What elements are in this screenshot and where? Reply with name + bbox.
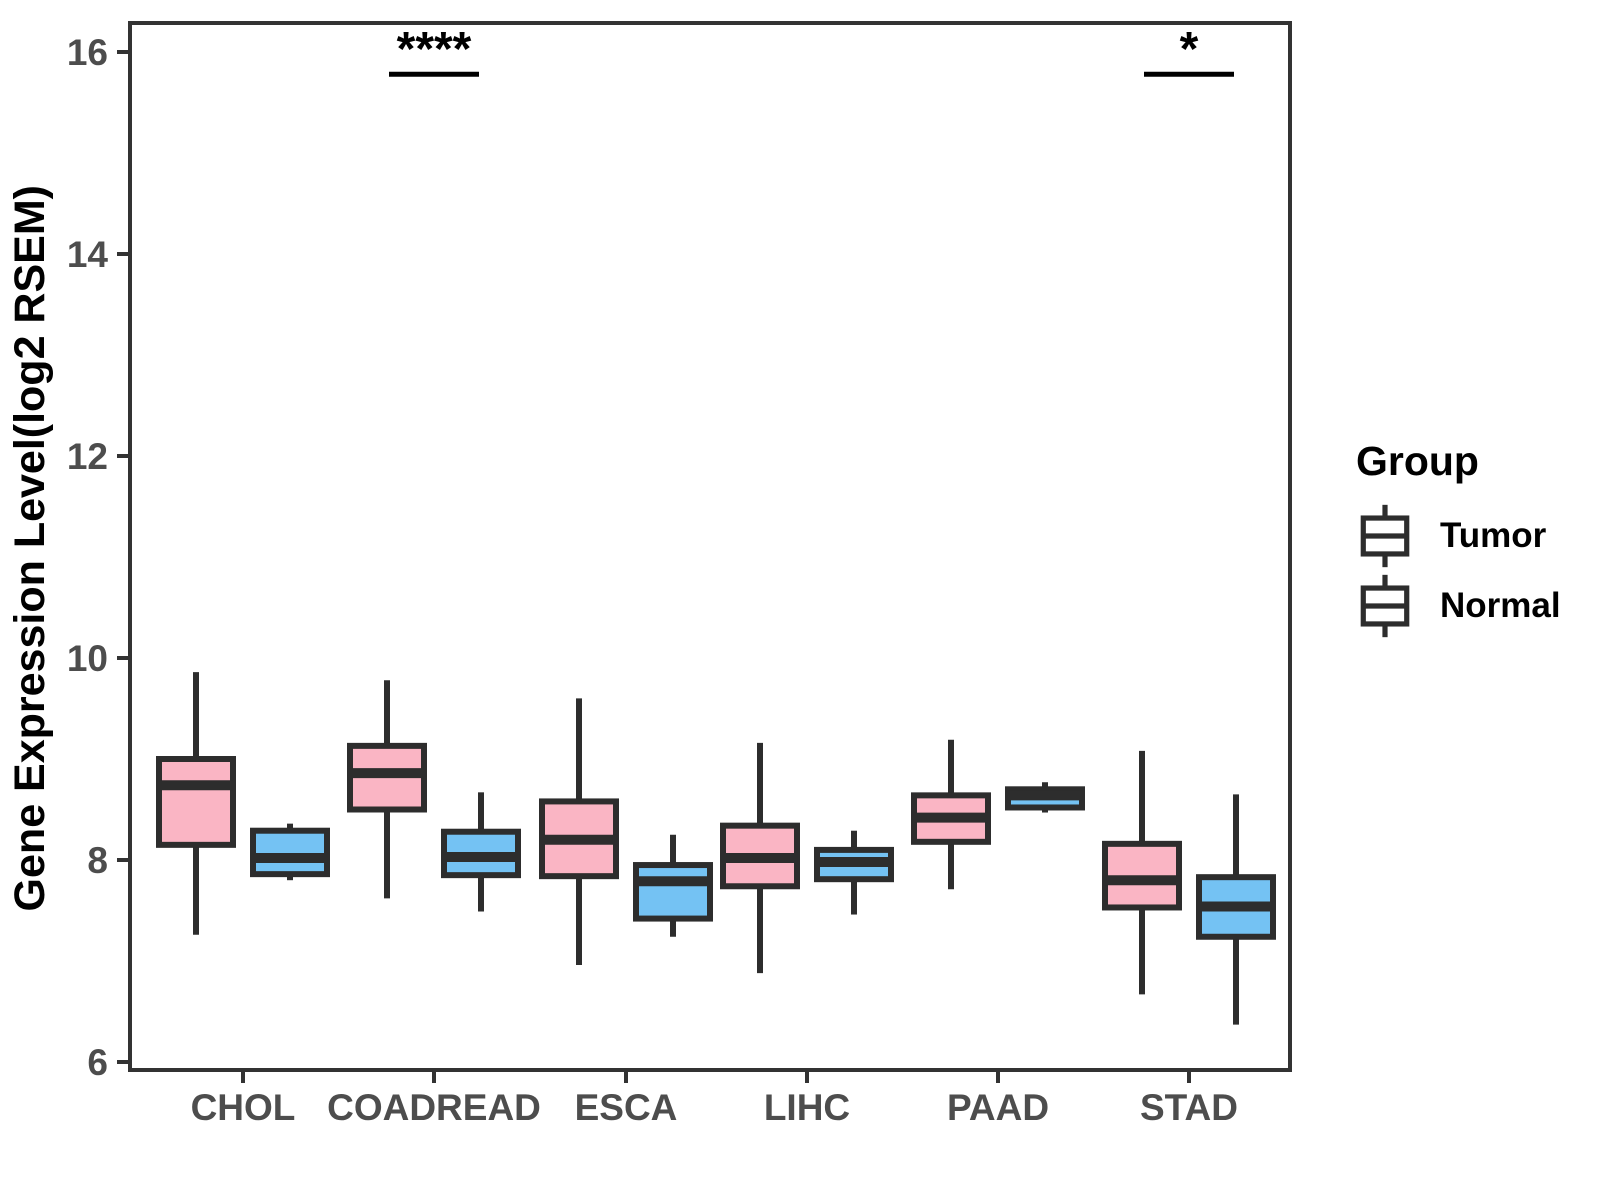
panel-border [128,21,1292,1072]
significance-label-coadread: **** [397,23,472,76]
boxplot-esca-normal-box [633,862,713,922]
y-tick-label-12: 12 [67,436,108,477]
significance-label-stad: * [1180,23,1199,76]
legend-title: Group [1356,438,1479,484]
y-tick-label-16: 16 [67,32,108,73]
boxplot-chol-normal-box [250,827,330,878]
legend: Group Tumor Normal [1356,438,1561,641]
x-tick-label-chol: CHOL [191,1087,296,1128]
x-tick-label-stad: STAD [1140,1087,1238,1128]
y-tick-label-14: 14 [67,234,109,275]
legend-label-normal: Normal [1440,586,1561,625]
normal-boxplot-key-icon [1360,574,1410,638]
legend-item-tumor: Tumor [1356,501,1561,571]
y-tick-label-6: 6 [87,1042,108,1083]
x-tick-label-paad: PAAD [947,1087,1049,1128]
legend-label-tumor: Tumor [1440,516,1547,555]
boxplot-chol-tumor-box [156,756,236,848]
x-tick-label-lihc: LIHC [764,1087,850,1128]
x-tick-label-esca: ESCA [575,1087,678,1128]
y-tick-label-8: 8 [87,840,108,881]
x-tick-label-coadread: COADREAD [327,1087,541,1128]
legend-item-normal: Normal [1356,571,1561,641]
tumor-boxplot-key-icon [1360,504,1410,568]
y-tick-label-10: 10 [67,638,108,679]
